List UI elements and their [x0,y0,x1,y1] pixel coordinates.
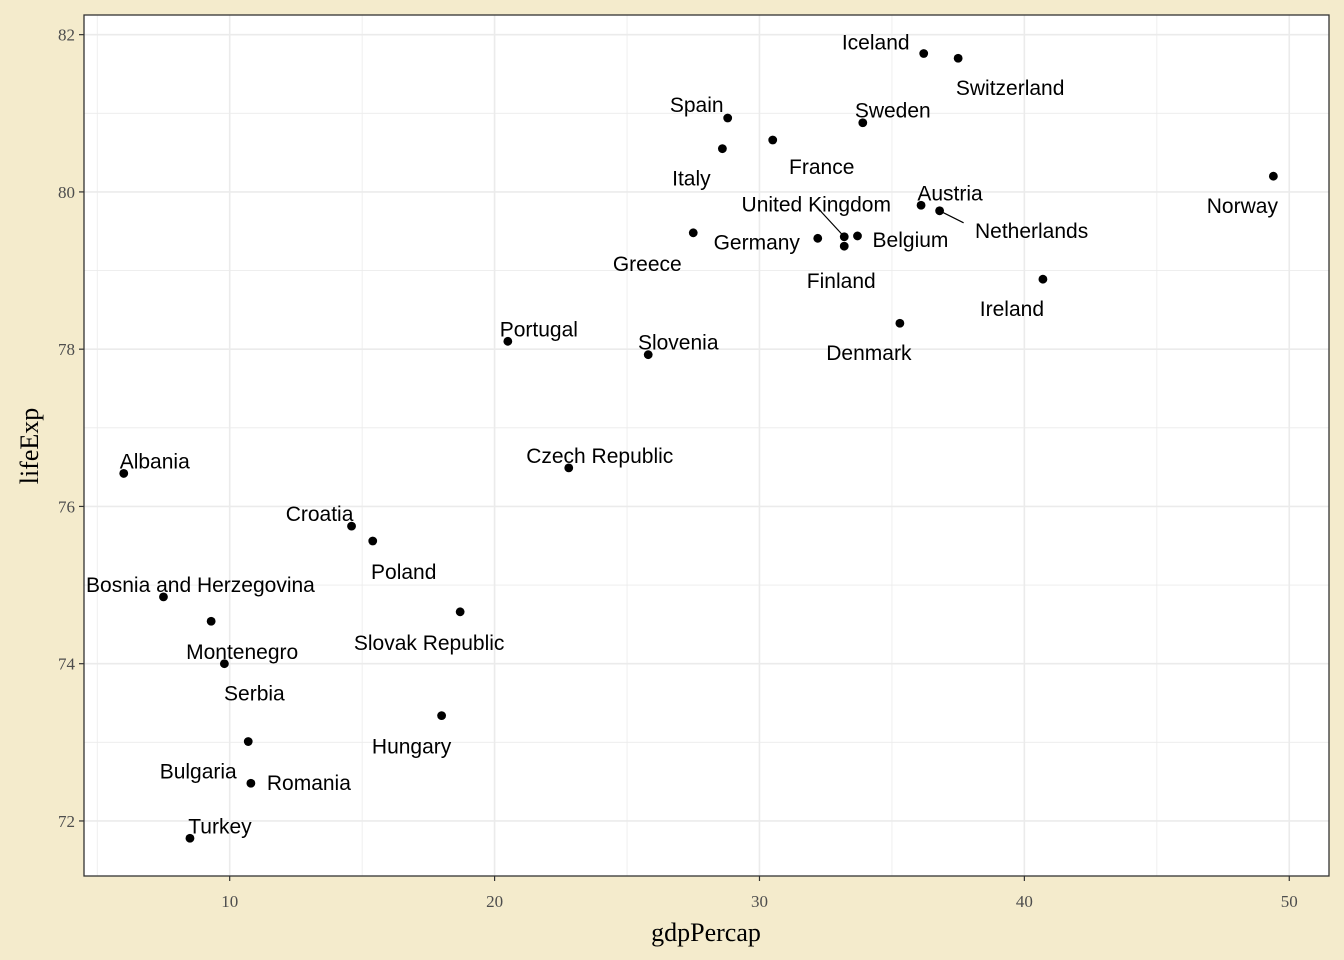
data-point [839,232,849,242]
data-point [895,318,905,328]
data-point [916,200,926,210]
point-label: Czech Republic [526,445,673,468]
data-point [185,833,195,843]
data-point [206,616,216,626]
point-label: Spain [670,94,724,117]
data-point [243,737,253,746]
data-point [858,118,868,128]
point-label: Albania [120,450,190,473]
panel-border [83,14,1330,877]
point-labels: Iceland Switzerland Spain Sweden France Italy… [86,32,1278,839]
data-point [853,231,862,241]
point-label: Italy [672,168,711,191]
x-tick-label: 10 [221,892,238,911]
point-label: Turkey [188,815,252,838]
major-gridlines [84,15,1329,876]
y-tick-label: 76 [58,497,75,516]
y-tick-label: 82 [58,26,75,45]
data-points [119,49,1278,843]
data-point [347,521,356,531]
point-label: Slovenia [638,332,719,355]
data-point [368,536,378,546]
data-point [919,49,929,58]
point-label: Greece [613,253,682,276]
point-label: Bosnia and Herzegovina [86,574,315,597]
data-point [119,469,129,478]
data-point [503,336,513,346]
x-axis-ticks: 10 20 30 40 50 [221,876,1298,911]
data-point [953,53,963,63]
point-label: Netherlands [975,220,1088,243]
point-label: Austria [917,182,983,205]
point-label: France [789,156,854,179]
x-tick-label: 30 [751,892,768,911]
data-point [219,659,229,669]
label-leader-lines [819,210,964,238]
y-tick-label: 78 [58,340,75,359]
data-point [768,135,778,145]
x-tick-label: 40 [1016,892,1033,911]
y-tick-label: 80 [58,183,75,202]
data-point [1038,274,1048,284]
x-axis-title: gdpPercap [651,918,761,947]
data-point [564,463,574,473]
x-tick-label: 50 [1281,892,1298,911]
leader-line [939,210,964,224]
minor-gridlines [84,15,1329,876]
point-label: Ireland [980,298,1044,321]
y-axis-title: lifeExp [15,408,44,485]
data-point [159,592,168,602]
data-point [1268,171,1278,181]
point-label: Germany [714,231,801,254]
point-label: Bulgaria [160,761,237,784]
point-label: Norway [1207,195,1279,218]
data-point [813,233,823,243]
y-tick-label: 74 [58,655,76,674]
data-point [688,228,698,238]
data-point [455,607,465,617]
data-point [935,206,945,216]
data-point [643,350,653,360]
x-tick-label: 20 [486,892,503,911]
point-label: Iceland [842,32,910,55]
point-label: Switzerland [956,77,1065,100]
point-label: Portugal [500,318,578,341]
point-label: Croatia [286,503,354,526]
point-label: Denmark [826,342,912,365]
point-label: Montenegro [186,641,298,664]
point-label: Belgium [873,229,949,252]
data-point [839,241,849,251]
point-label: Serbia [224,683,285,706]
point-label: Romania [267,772,351,795]
point-label: Poland [371,561,436,584]
point-label: Finland [807,270,876,293]
point-label: United Kingdom [742,194,891,217]
leader-line [819,210,845,238]
data-point [437,711,447,720]
point-label: Hungary [372,736,452,759]
data-point [717,144,727,154]
point-label: Sweden [855,100,931,123]
panel-background [84,15,1329,876]
point-label: Slovak Republic [354,632,505,655]
y-tick-label: 72 [58,812,75,831]
data-point [723,113,733,123]
y-axis-ticks: 72 74 76 78 80 82 [58,26,84,831]
data-point [246,778,256,788]
